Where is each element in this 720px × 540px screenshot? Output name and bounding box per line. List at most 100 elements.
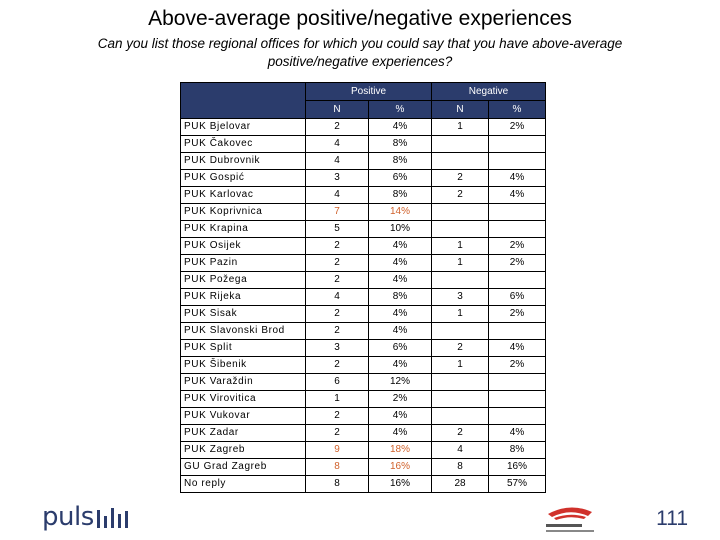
negative-pct-cell: 4% (488, 169, 546, 187)
negative-pct-cell: 4% (488, 339, 546, 357)
negative-n-cell: 2 (431, 339, 489, 357)
row-label: PUK Krapina (180, 220, 306, 238)
positive-n-cell: 5 (305, 220, 369, 238)
positive-n-cell: 2 (305, 118, 369, 136)
table-row: PUK Osijek 2 4% 1 2% (180, 237, 546, 255)
page-number: 111 (656, 507, 688, 530)
negative-pct-cell: 2% (488, 254, 546, 272)
negative-pct-cell (488, 135, 546, 153)
positive-pct-cell: 4% (368, 305, 432, 323)
table-row: PUK Zadar 2 4% 2 4% (180, 424, 546, 442)
table-row: PUK Šibenik 2 4% 1 2% (180, 356, 546, 374)
row-label: PUK Varaždin (180, 373, 306, 391)
negative-pct-cell (488, 271, 546, 289)
row-label: PUK Čakovec (180, 135, 306, 153)
positive-n-cell: 9 (305, 441, 369, 459)
negative-n-cell (431, 407, 489, 425)
negative-n-cell: 4 (431, 441, 489, 459)
row-label: PUK Šibenik (180, 356, 306, 374)
slide-title: Above-average positive/negative experien… (148, 7, 572, 30)
negative-pct-cell: 16% (488, 458, 546, 476)
negative-pct-cell: 2% (488, 356, 546, 374)
column-header-positive-pct: % (368, 100, 432, 119)
row-label: PUK Gospić (180, 169, 306, 187)
table-row: PUK Dubrovnik 4 8% (180, 152, 546, 170)
negative-pct-cell: 2% (488, 118, 546, 136)
table-row: No reply 8 16% 28 57% (180, 475, 546, 493)
row-label: PUK Sisak (180, 305, 306, 323)
negative-n-cell (431, 203, 489, 221)
row-label: PUK Požega (180, 271, 306, 289)
positive-group-header: Positive (305, 82, 432, 101)
positive-pct-cell: 4% (368, 424, 432, 442)
column-header-negative-pct: % (488, 100, 546, 119)
row-label: PUK Bjelovar (180, 118, 306, 136)
negative-pct-cell (488, 322, 546, 340)
negative-n-cell: 1 (431, 254, 489, 272)
table-row: PUK Zagreb 9 18% 4 8% (180, 441, 546, 459)
positive-pct-cell: 2% (368, 390, 432, 408)
negative-pct-cell (488, 390, 546, 408)
positive-n-cell: 2 (305, 271, 369, 289)
positive-n-cell: 3 (305, 339, 369, 357)
table-row: PUK Karlovac 4 8% 2 4% (180, 186, 546, 204)
positive-n-cell: 8 (305, 475, 369, 493)
negative-pct-cell: 8% (488, 441, 546, 459)
negative-n-cell: 2 (431, 424, 489, 442)
positive-pct-cell: 8% (368, 186, 432, 204)
table-corner-cell (180, 82, 306, 119)
positive-pct-cell: 8% (368, 288, 432, 306)
brand-text: puls (42, 502, 94, 532)
row-label: PUK Vukovar (180, 407, 306, 425)
table-row: PUK Pazin 2 4% 1 2% (180, 254, 546, 272)
negative-pct-cell: 4% (488, 424, 546, 442)
row-label: PUK Koprivnica (180, 203, 306, 221)
negative-n-cell (431, 271, 489, 289)
table-row: PUK Sisak 2 4% 1 2% (180, 305, 546, 323)
positive-pct-cell: 4% (368, 356, 432, 374)
positive-pct-cell: 4% (368, 237, 432, 255)
positive-n-cell: 4 (305, 186, 369, 204)
positive-n-cell: 2 (305, 407, 369, 425)
table-row: PUK Slavonski Brod 2 4% (180, 322, 546, 340)
positive-pct-cell: 4% (368, 118, 432, 136)
positive-pct-cell: 12% (368, 373, 432, 391)
negative-pct-cell: 4% (488, 186, 546, 204)
table-row: PUK Čakovec 4 8% (180, 135, 546, 153)
positive-pct-cell: 4% (368, 271, 432, 289)
positive-pct-cell: 14% (368, 203, 432, 221)
positive-pct-cell: 8% (368, 152, 432, 170)
negative-n-cell (431, 152, 489, 170)
table-row: PUK Vukovar 2 4% (180, 407, 546, 425)
negative-n-cell: 3 (431, 288, 489, 306)
positive-n-cell: 2 (305, 356, 369, 374)
row-label: GU Grad Zagreb (180, 458, 306, 476)
negative-n-cell: 2 (431, 186, 489, 204)
row-label: No reply (180, 475, 306, 493)
positive-n-cell: 4 (305, 135, 369, 153)
positive-pct-cell: 8% (368, 135, 432, 153)
puls-logo: puls (42, 502, 134, 532)
positive-pct-cell: 4% (368, 322, 432, 340)
row-label: PUK Rijeka (180, 288, 306, 306)
positive-n-cell: 2 (305, 254, 369, 272)
positive-pct-cell: 10% (368, 220, 432, 238)
negative-n-cell: 2 (431, 169, 489, 187)
row-label: PUK Pazin (180, 254, 306, 272)
table-row: GU Grad Zagreb 8 16% 8 16% (180, 458, 546, 476)
positive-n-cell: 2 (305, 322, 369, 340)
positive-pct-cell: 16% (368, 458, 432, 476)
positive-n-cell: 7 (305, 203, 369, 221)
positive-n-cell: 4 (305, 288, 369, 306)
positive-n-cell: 4 (305, 152, 369, 170)
negative-n-cell: 1 (431, 305, 489, 323)
positive-pct-cell: 6% (368, 339, 432, 357)
negative-n-cell (431, 322, 489, 340)
negative-n-cell: 8 (431, 458, 489, 476)
row-label: PUK Slavonski Brod (180, 322, 306, 340)
positive-n-cell: 6 (305, 373, 369, 391)
positive-n-cell: 3 (305, 169, 369, 187)
negative-group-header: Negative (431, 82, 546, 101)
negative-n-cell (431, 220, 489, 238)
negative-pct-cell (488, 203, 546, 221)
